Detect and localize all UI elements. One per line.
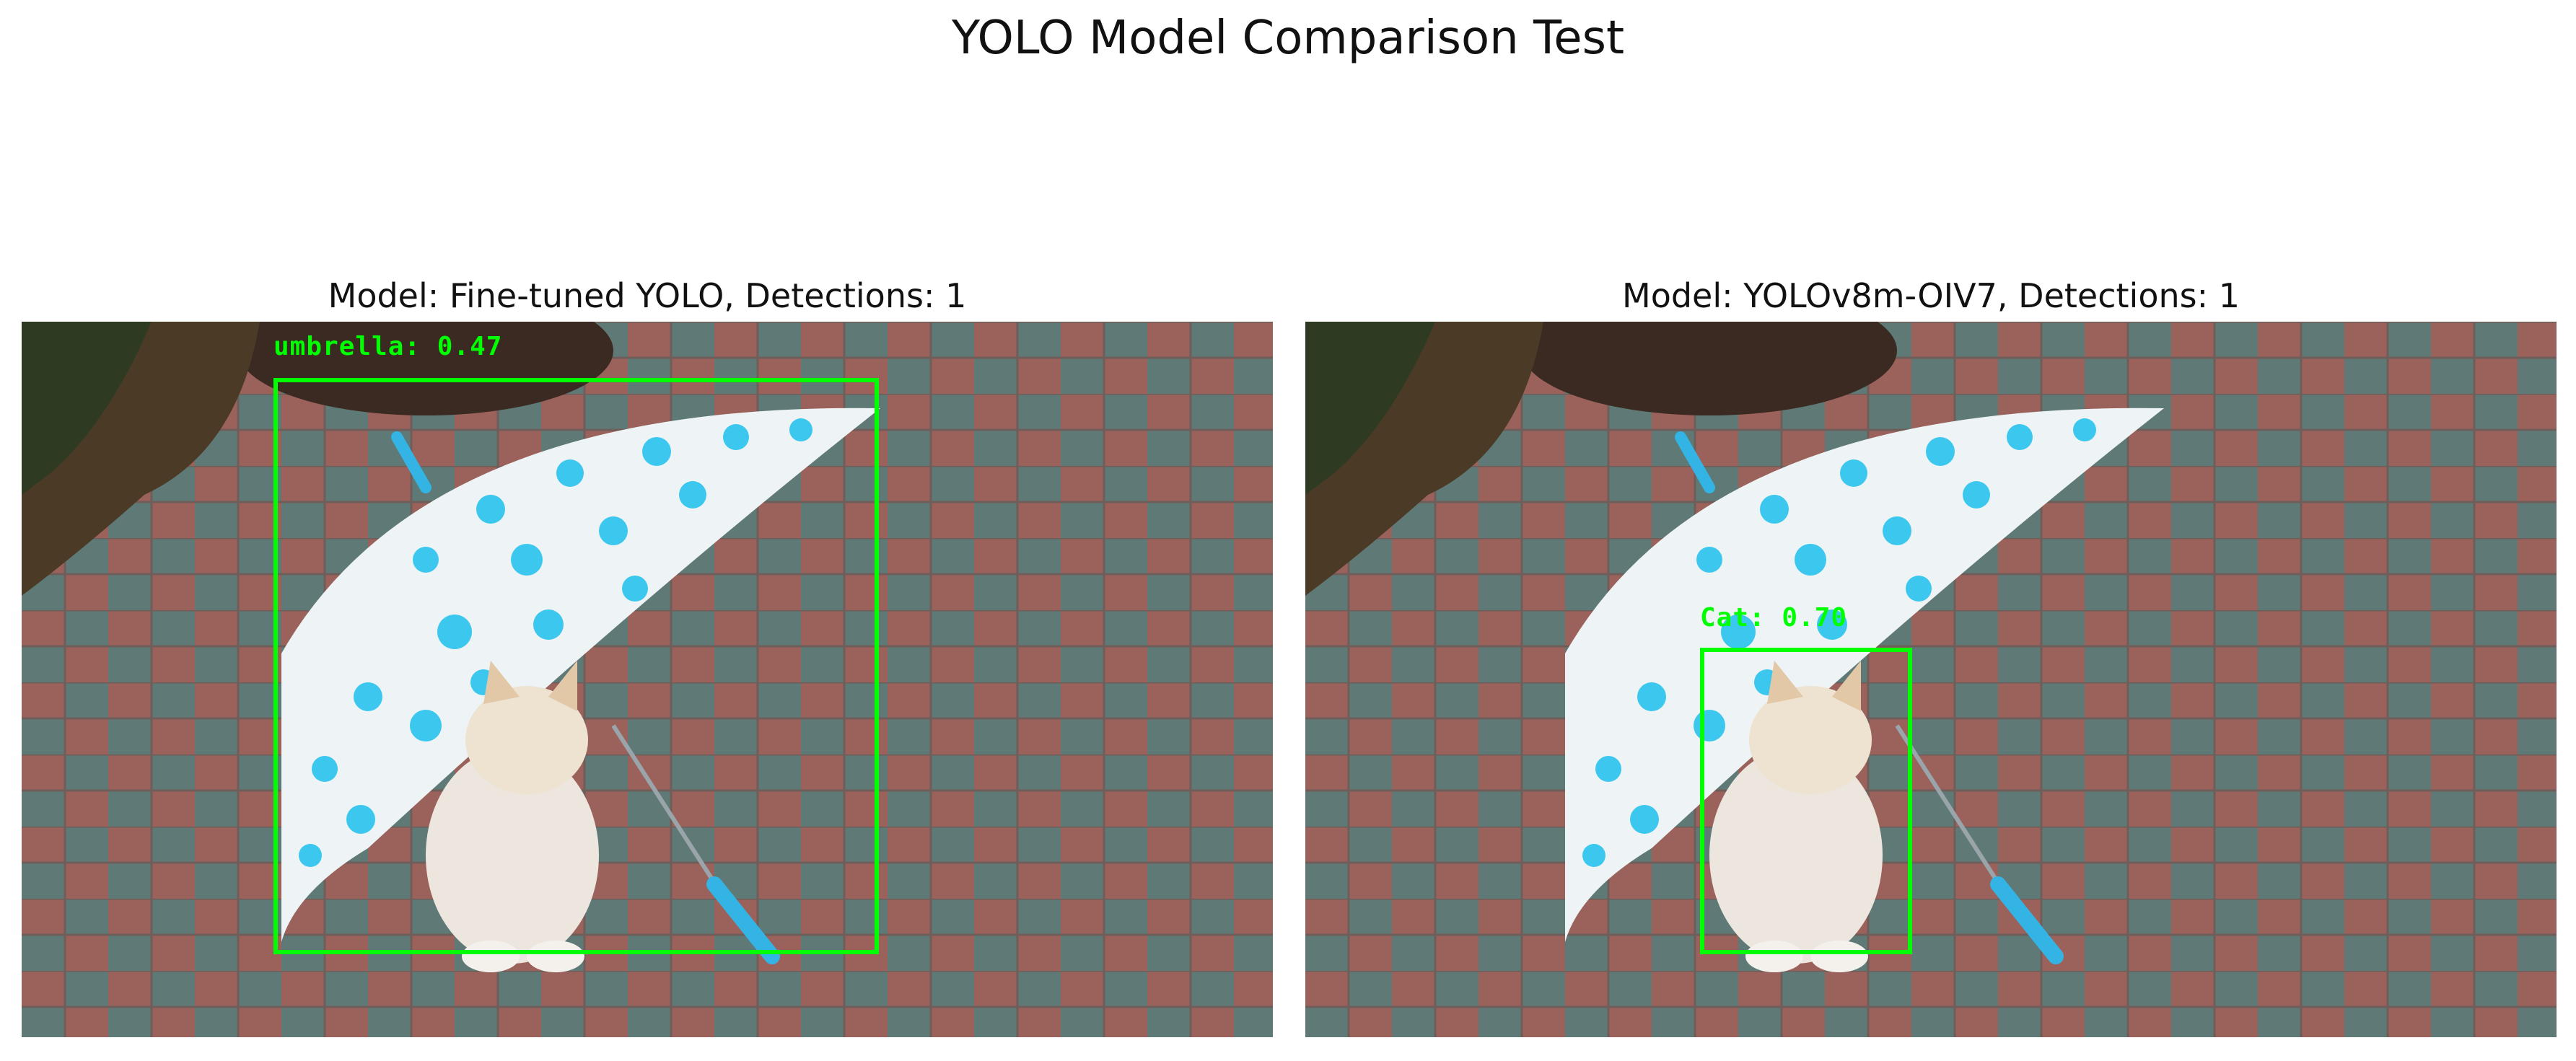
detection-box [273, 378, 879, 954]
panel-title: Model: YOLOv8m-OIV7, Detections: 1 [1622, 276, 2240, 315]
panel-yolov8m-oiv7: Model: YOLOv8m-OIV7, Detections: 1 [1305, 270, 2557, 1037]
detection-image: Cat: 0.70 [1305, 322, 2557, 1037]
scene-illustration [22, 322, 1273, 1037]
detection-image: umbrella: 0.47 [22, 322, 1273, 1037]
detection-label: Cat: 0.70 [1700, 603, 1848, 633]
detection-box [1700, 648, 1912, 954]
panel-fine-tuned-yolo: Model: Fine-tuned YOLO, Detections: 1 [22, 270, 1273, 1037]
panel-title: Model: Fine-tuned YOLO, Detections: 1 [328, 276, 967, 315]
figure-title: YOLO Model Comparison Test [951, 12, 1625, 65]
detection-label: umbrella: 0.47 [273, 332, 503, 361]
scene-illustration [1305, 322, 2557, 1037]
